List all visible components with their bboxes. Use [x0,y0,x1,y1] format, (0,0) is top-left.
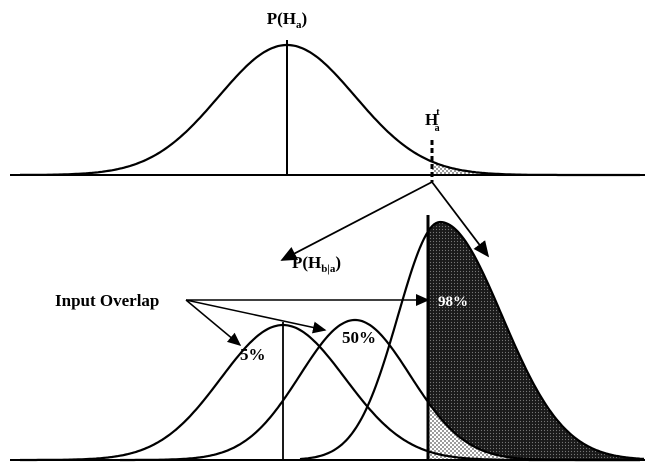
curves [20,43,645,462]
response-area [428,222,640,460]
threshold-label: Ht a [425,107,440,134]
response-curve [299,220,645,461]
mid-label: P(Hb|a) [292,253,341,275]
arrow [185,299,242,346]
arrow [280,181,433,261]
arrow [431,181,490,258]
top-label: P(Ha) [267,9,307,31]
arrow [185,299,327,334]
result-label: 98% [438,294,468,310]
overlap-value: 5% [240,345,266,364]
prior-curve [20,43,640,177]
overlap-value: 50% [342,328,376,347]
tail-area [432,161,640,175]
overlap-area [428,402,640,460]
overlap-label: Input Overlap [55,291,159,310]
